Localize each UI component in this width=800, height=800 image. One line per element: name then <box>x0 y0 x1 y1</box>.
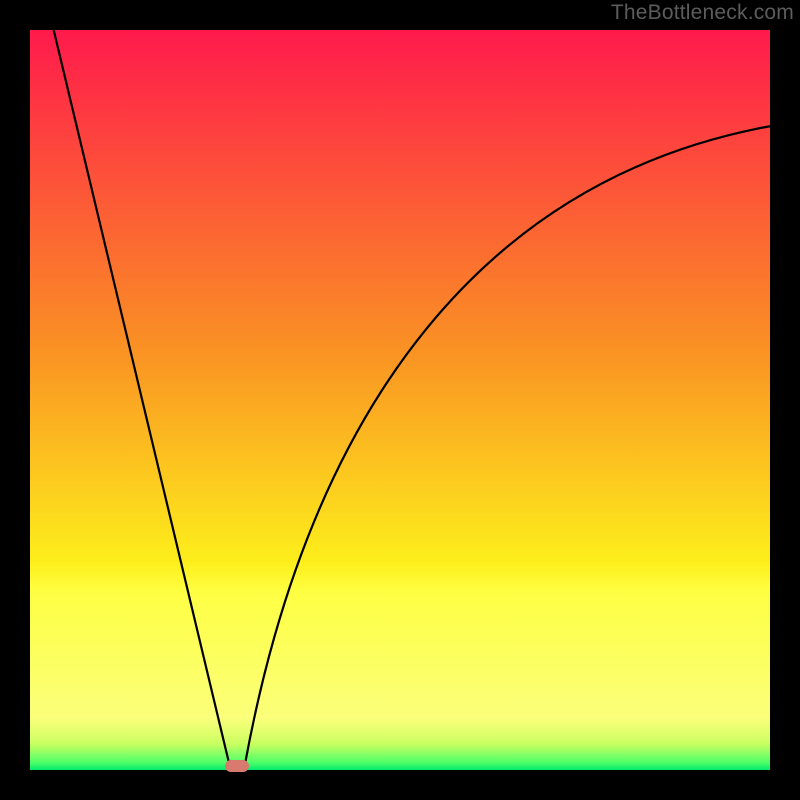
curve-right-branch <box>245 126 770 766</box>
chart-canvas: TheBottleneck.com <box>0 0 800 800</box>
watermark-text: TheBottleneck.com <box>611 1 794 25</box>
curve-left-branch <box>54 30 230 766</box>
plot-area <box>30 30 770 770</box>
curve-minimum-marker <box>225 760 249 772</box>
bottleneck-curve <box>30 30 770 770</box>
